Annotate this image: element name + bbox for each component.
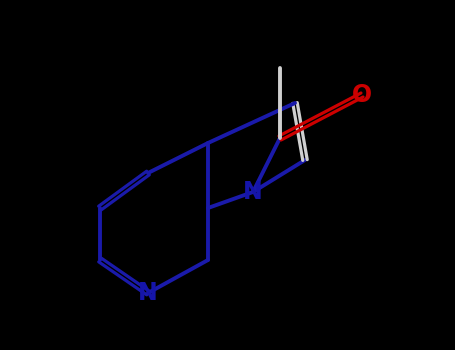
Text: N: N (138, 281, 158, 305)
Text: O: O (352, 83, 372, 107)
Text: N: N (243, 180, 263, 204)
